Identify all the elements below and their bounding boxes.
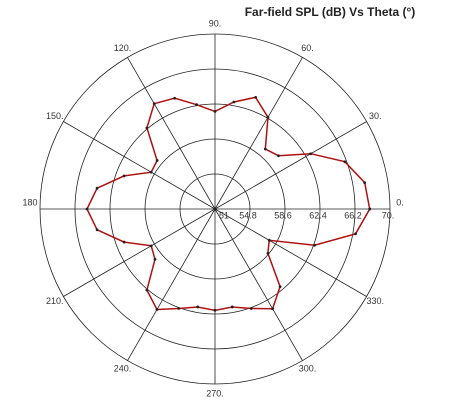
data-point — [213, 308, 217, 312]
r-tick-label: 54.8 — [239, 210, 257, 220]
r-tick-label: 66.2 — [344, 210, 362, 220]
data-point — [343, 160, 347, 164]
data-point — [277, 154, 280, 158]
data-point — [266, 115, 270, 119]
theta-tick-label: 60. — [301, 43, 314, 53]
spoke — [214, 208, 303, 361]
spoke — [214, 208, 367, 297]
data-point — [173, 96, 177, 100]
data-point — [145, 126, 149, 130]
r-tick-label: 70. — [382, 210, 395, 220]
theta-tick-label: 150. — [46, 111, 64, 121]
data-point — [85, 207, 89, 211]
data-point — [266, 252, 270, 255]
theta-tick-label: 120. — [114, 43, 132, 53]
theta-tick-label: 240. — [114, 364, 132, 374]
r-tick-label: 62.4 — [309, 210, 327, 220]
data-point — [195, 103, 199, 107]
data-point — [363, 181, 367, 185]
chart-title: Far-field SPL (dB) Vs Theta (°) — [245, 5, 416, 19]
data-point — [155, 308, 159, 311]
theta-tick-label: 0. — [396, 197, 404, 207]
data-point — [267, 238, 271, 242]
spoke — [214, 57, 303, 210]
data-point — [196, 305, 200, 309]
data-point — [249, 307, 253, 310]
data-point — [152, 102, 156, 106]
data-point — [230, 305, 234, 309]
theta-tick-label: 210. — [46, 296, 64, 306]
spoke — [63, 208, 216, 297]
theta-tick-label: 90. — [209, 18, 222, 28]
data-point — [271, 307, 274, 311]
theta-tick-label: 330. — [366, 296, 384, 306]
data-point — [122, 174, 126, 178]
data-point — [153, 257, 157, 261]
spoke — [127, 57, 216, 210]
theta-tick-label: 300. — [299, 364, 317, 374]
spoke — [127, 208, 216, 361]
data-point — [95, 228, 99, 232]
data-point — [278, 285, 282, 289]
data-point — [354, 232, 357, 236]
data-point — [149, 170, 153, 174]
data-point — [368, 207, 372, 211]
data-point — [145, 288, 149, 292]
data-point — [149, 244, 153, 248]
data-point — [122, 240, 126, 244]
theta-tick-label: 180 — [22, 197, 37, 207]
data-point — [313, 243, 316, 247]
data-point — [254, 95, 258, 99]
spoke — [63, 121, 216, 210]
spoke — [214, 121, 367, 210]
data-point — [232, 100, 236, 104]
theta-tick-label: 270. — [206, 388, 224, 398]
data-point — [155, 159, 159, 162]
data-point — [309, 152, 313, 156]
data-point — [177, 307, 181, 310]
data-line — [86, 96, 371, 312]
r-tick-label: 51 — [219, 210, 229, 220]
data-point — [95, 186, 99, 190]
r-tick-label: 58.6 — [274, 210, 292, 220]
data-point — [213, 109, 217, 113]
data-point — [263, 147, 267, 151]
theta-tick-label: 30. — [369, 111, 382, 121]
